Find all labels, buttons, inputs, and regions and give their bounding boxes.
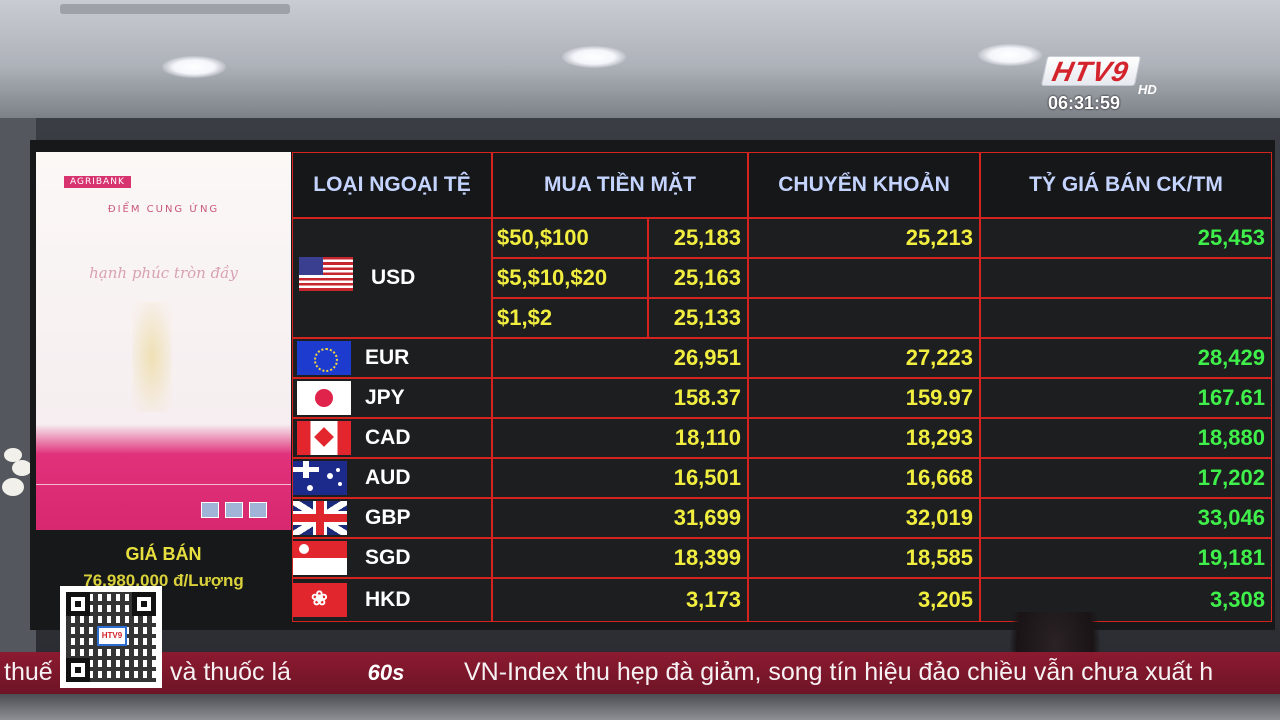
hkd-transfer: 3,205 [748,578,980,622]
gbp-cash-buy: 31,699 [492,498,748,538]
ceiling-trim [60,4,290,14]
currency-code: USD [371,266,416,289]
hkd-sell: 3,308 [980,578,1272,622]
usd-denomination: $1,$2 [492,298,648,338]
currency-gbp: GBP [292,498,492,538]
hkd-cash-buy: 3,173 [492,578,748,622]
sgd-sell: 19,181 [980,538,1272,578]
promo-panel: AGRIBANK ĐIỂM CUNG ỨNG hạnh phúc tròn đầ… [36,152,291,530]
usd-sell: 25,453 [980,218,1272,258]
qr-marker [132,592,156,616]
currency-sgd: SGD [292,538,492,578]
gbp-sell: 33,046 [980,498,1272,538]
header-cash-buy: MUA TIỀN MẶT [492,152,748,218]
gold-price-label: GIÁ BÁN [125,544,202,564]
currency-code: JPY [365,386,405,409]
aud-cash-buy: 16,501 [492,458,748,498]
usd-cash-buy: 25,163 [648,258,748,298]
currency-aud: AUD [292,458,492,498]
qr-marker [66,658,90,682]
jpy-cash-buy: 158.37 [492,378,748,418]
currency-code: SGD [365,546,411,569]
empty-cell [748,298,980,338]
ticker-fragment-left: thuế [4,658,53,686]
ticker-headline: VN-Index thu hẹp đà giảm, song tín hiệu … [464,658,1214,686]
channel-logo: HTV9 HD [1040,52,1180,102]
currency-cad: CAD [292,418,492,458]
eur-cash-buy: 26,951 [492,338,748,378]
ceiling-light [562,46,626,68]
aud-transfer: 16,668 [748,458,980,498]
currency-eur: EUR [292,338,492,378]
cad-transfer: 18,293 [748,418,980,458]
bank-logo: AGRIBANK [64,176,131,188]
flower-decoration [0,440,34,510]
currency-code: AUD [365,466,411,489]
singapore-flag-icon [293,541,347,575]
eur-sell: 28,429 [980,338,1272,378]
currency-code: GBP [365,506,411,529]
jpy-sell: 167.61 [980,378,1272,418]
promo-script: hạnh phúc tròn đầy [89,264,238,282]
currency-code: EUR [365,346,410,369]
header-currency: LOẠI NGOẠI TỆ [292,152,492,218]
eur-transfer: 27,223 [748,338,980,378]
empty-cell [980,298,1272,338]
app-icon [201,502,219,518]
currency-jpy: JPY [292,378,492,418]
jpy-transfer: 159.97 [748,378,980,418]
qr-marker [66,592,90,616]
cad-cash-buy: 18,110 [492,418,748,458]
program-logo-icon: 60s [367,660,405,685]
gold-figure-image [132,302,172,412]
usd-denomination: $50,$100 [492,218,648,258]
floor-strip [0,694,1280,720]
usd-cash-buy: 25,133 [648,298,748,338]
usd-cash-buy: 25,183 [648,218,748,258]
ticker-fragment-middle: và thuốc lá [170,658,291,686]
promo-icons [201,502,273,522]
canada-flag-icon [297,421,351,455]
hd-badge: HD [1138,82,1157,97]
broadcast-clock: 06:31:59 [1048,93,1121,113]
japan-flag-icon [297,381,351,415]
channel-logo-text: HTV9 [1040,56,1141,87]
qr-logo-icon: HTV9 [97,626,127,646]
header-transfer: CHUYỂN KHOẢN [748,152,980,218]
promo-title: ĐIỂM CUNG ỨNG [107,204,220,215]
australia-flag-icon [293,461,347,495]
currency-code: HKD [365,588,411,611]
empty-cell [748,258,980,298]
promo-divider [36,484,291,488]
currency-usd: USD [292,218,492,338]
sgd-transfer: 18,585 [748,538,980,578]
usa-flag-icon [299,257,353,291]
news-ticker: thuế và thuốc lá 60s VN-Index thu hẹp đà… [0,652,1280,694]
aud-sell: 17,202 [980,458,1272,498]
app-icon [225,502,243,518]
cad-sell: 18,880 [980,418,1272,458]
currency-hkd: HKD [292,578,492,622]
qr-code: HTV9 [60,586,162,688]
sgd-cash-buy: 18,399 [492,538,748,578]
eu-flag-icon [297,341,351,375]
currency-code: CAD [365,426,411,449]
gbp-transfer: 32,019 [748,498,980,538]
app-icon [249,502,267,518]
usd-denomination: $5,$10,$20 [492,258,648,298]
header-sell: TỶ GIÁ BÁN CK/TM [980,152,1272,218]
gold-price-value: 76,980,000 đ/Lượng [83,571,244,590]
ceiling-light [162,56,226,78]
uk-flag-icon [293,501,347,535]
hongkong-flag-icon [293,583,347,617]
ceiling-light [978,44,1042,66]
usd-transfer: 25,213 [748,218,980,258]
rate-table: LOẠI NGOẠI TỆ MUA TIỀN MẶT CHUYỂN KHOẢN … [292,152,1272,622]
empty-cell [980,258,1272,298]
